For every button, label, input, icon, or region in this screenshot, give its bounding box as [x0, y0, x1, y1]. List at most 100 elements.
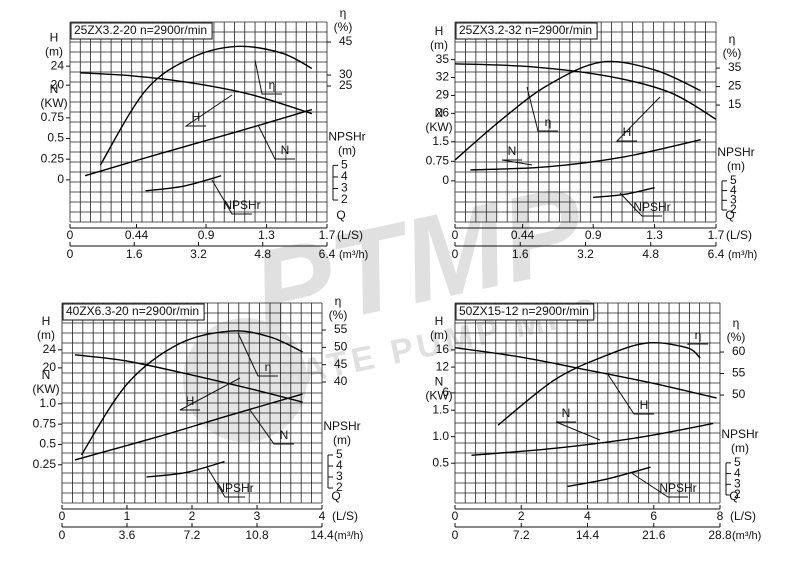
- x2-tick-label: 0: [67, 247, 74, 261]
- y-tick-label: 0.5: [432, 455, 449, 469]
- axis-unit: (m): [37, 328, 55, 342]
- curve-label: N: [562, 406, 571, 420]
- y-tick-label: 55: [334, 322, 348, 336]
- leader-line: [184, 94, 233, 127]
- axis-unit: (%): [329, 308, 348, 322]
- axis-label: H: [42, 314, 51, 328]
- y-tick-label: 2: [730, 202, 737, 216]
- x2-tick-label: 4.8: [254, 247, 271, 261]
- x-tick-label: 1: [124, 509, 131, 523]
- y-tick-label: 0: [57, 172, 64, 186]
- y-tick-label: 2: [734, 487, 741, 501]
- curve: [454, 63, 717, 120]
- x-axis-title: Q: [336, 208, 345, 222]
- x-tick-label: 0: [59, 509, 66, 523]
- y-tick-label: 3: [336, 469, 343, 483]
- y-tick-label: 24: [43, 342, 57, 356]
- y-tick-label: 25: [728, 79, 742, 93]
- x-tick-label: 1.7: [319, 228, 336, 242]
- curve: [145, 175, 222, 192]
- curve-label: NPSHr: [223, 198, 260, 212]
- x-unit: (L/S): [337, 228, 363, 242]
- curve-label: H: [623, 125, 632, 139]
- axis-unit: (KW): [40, 96, 67, 110]
- y-tick-label: 1.5: [432, 402, 449, 416]
- axis-label: NPSHr: [328, 130, 365, 144]
- x2-tick-label: 6.4: [708, 247, 725, 261]
- y-tick-label: 30: [339, 67, 353, 81]
- pump-chart: 50ZX15-12 n=2900r/min 0 2 4 6 8 0 7.2 14.4 21.6 28…: [425, 302, 761, 542]
- axis-unit: (KW): [425, 120, 452, 134]
- x-tick-label: 1.7: [708, 228, 725, 242]
- leader-line: [254, 59, 282, 95]
- axis-unit: (%): [334, 20, 353, 34]
- axis-label: NPSHr: [717, 145, 754, 159]
- title-box: [455, 303, 595, 321]
- axis-unit: (m): [338, 144, 356, 158]
- axis-unit: (%): [723, 46, 742, 60]
- curve: [80, 330, 303, 456]
- x2-tick-label: 7.2: [184, 528, 201, 542]
- y-tick-label: 60: [732, 344, 746, 358]
- y-tick-label: 50: [732, 387, 746, 401]
- y-tick-label: 0.25: [41, 151, 65, 165]
- y-tick-label: 4: [341, 169, 348, 183]
- pump-chart: 25ZX3.2-20 n=2900r/min 0 0.44 0.9 1.3 1.7 0 1.6…: [40, 6, 368, 261]
- curve-label: N: [280, 428, 289, 442]
- x2-tick-label: 0: [59, 528, 66, 542]
- x2-unit: (m³/h): [728, 249, 757, 261]
- y-tick-label: 24: [51, 58, 65, 72]
- x2-tick-label: 7.2: [513, 528, 530, 542]
- x-tick-label: 3: [254, 509, 261, 523]
- leader-line: [555, 421, 601, 441]
- x2-tick-label: 14.4: [576, 528, 600, 542]
- title-box: [62, 303, 205, 321]
- curve: [497, 341, 701, 426]
- x-tick-label: 0.44: [125, 228, 149, 242]
- x-tick-label: 0: [452, 509, 459, 523]
- leader-line: [606, 372, 654, 415]
- chart-title: 50ZX15-12 n=2900r/min: [459, 304, 589, 318]
- axis-label: N: [435, 106, 444, 120]
- x-axis-title: Q: [331, 489, 340, 503]
- curve-label: N: [508, 144, 517, 158]
- y-tick-label: 3: [734, 476, 741, 490]
- x-tick-label: 8: [717, 509, 724, 523]
- curve-label: H: [186, 394, 195, 408]
- curve-label: η: [265, 360, 272, 374]
- leader-line: [211, 179, 252, 215]
- x2-tick-label: 10.8: [245, 528, 269, 542]
- curve: [454, 347, 717, 399]
- y-tick-label: 16: [436, 342, 450, 356]
- y-tick-label: 40: [334, 374, 348, 388]
- y-tick-label: 0.75: [33, 416, 57, 430]
- curve-label: η: [695, 328, 702, 342]
- curve-label: η: [545, 115, 552, 129]
- curve: [99, 45, 313, 166]
- curve-label: NPSHr: [216, 481, 253, 495]
- x-tick-label: 0: [452, 228, 459, 242]
- x-tick-label: 1.3: [646, 228, 663, 242]
- curve: [471, 422, 714, 456]
- x-unit: (L/S): [332, 509, 358, 523]
- x2-unit: (m³/h): [732, 530, 761, 542]
- y-tick-label: 5: [336, 447, 343, 461]
- leader-line: [249, 409, 294, 445]
- y-tick-label: 20: [51, 77, 65, 91]
- curve: [454, 60, 701, 161]
- x2-tick-label: 1.6: [512, 247, 529, 261]
- leader-line: [687, 343, 708, 345]
- y-tick-label: 0.75: [426, 153, 450, 167]
- axis-label: N: [435, 374, 444, 388]
- y-tick-label: 29: [436, 88, 450, 102]
- axis-unit: (m): [727, 159, 745, 173]
- chart-title: 25ZX3.2-20 n=2900r/min: [74, 23, 207, 37]
- y-tick-label: 0: [442, 173, 449, 187]
- x-tick-label: 0.9: [198, 228, 215, 242]
- leader-line: [619, 192, 662, 217]
- y-tick-label: 1.5: [432, 134, 449, 148]
- curve: [84, 108, 313, 177]
- y-tick-label: 1.0: [432, 429, 449, 443]
- axis-label: η: [733, 316, 740, 330]
- y-tick-label: 55: [732, 366, 746, 380]
